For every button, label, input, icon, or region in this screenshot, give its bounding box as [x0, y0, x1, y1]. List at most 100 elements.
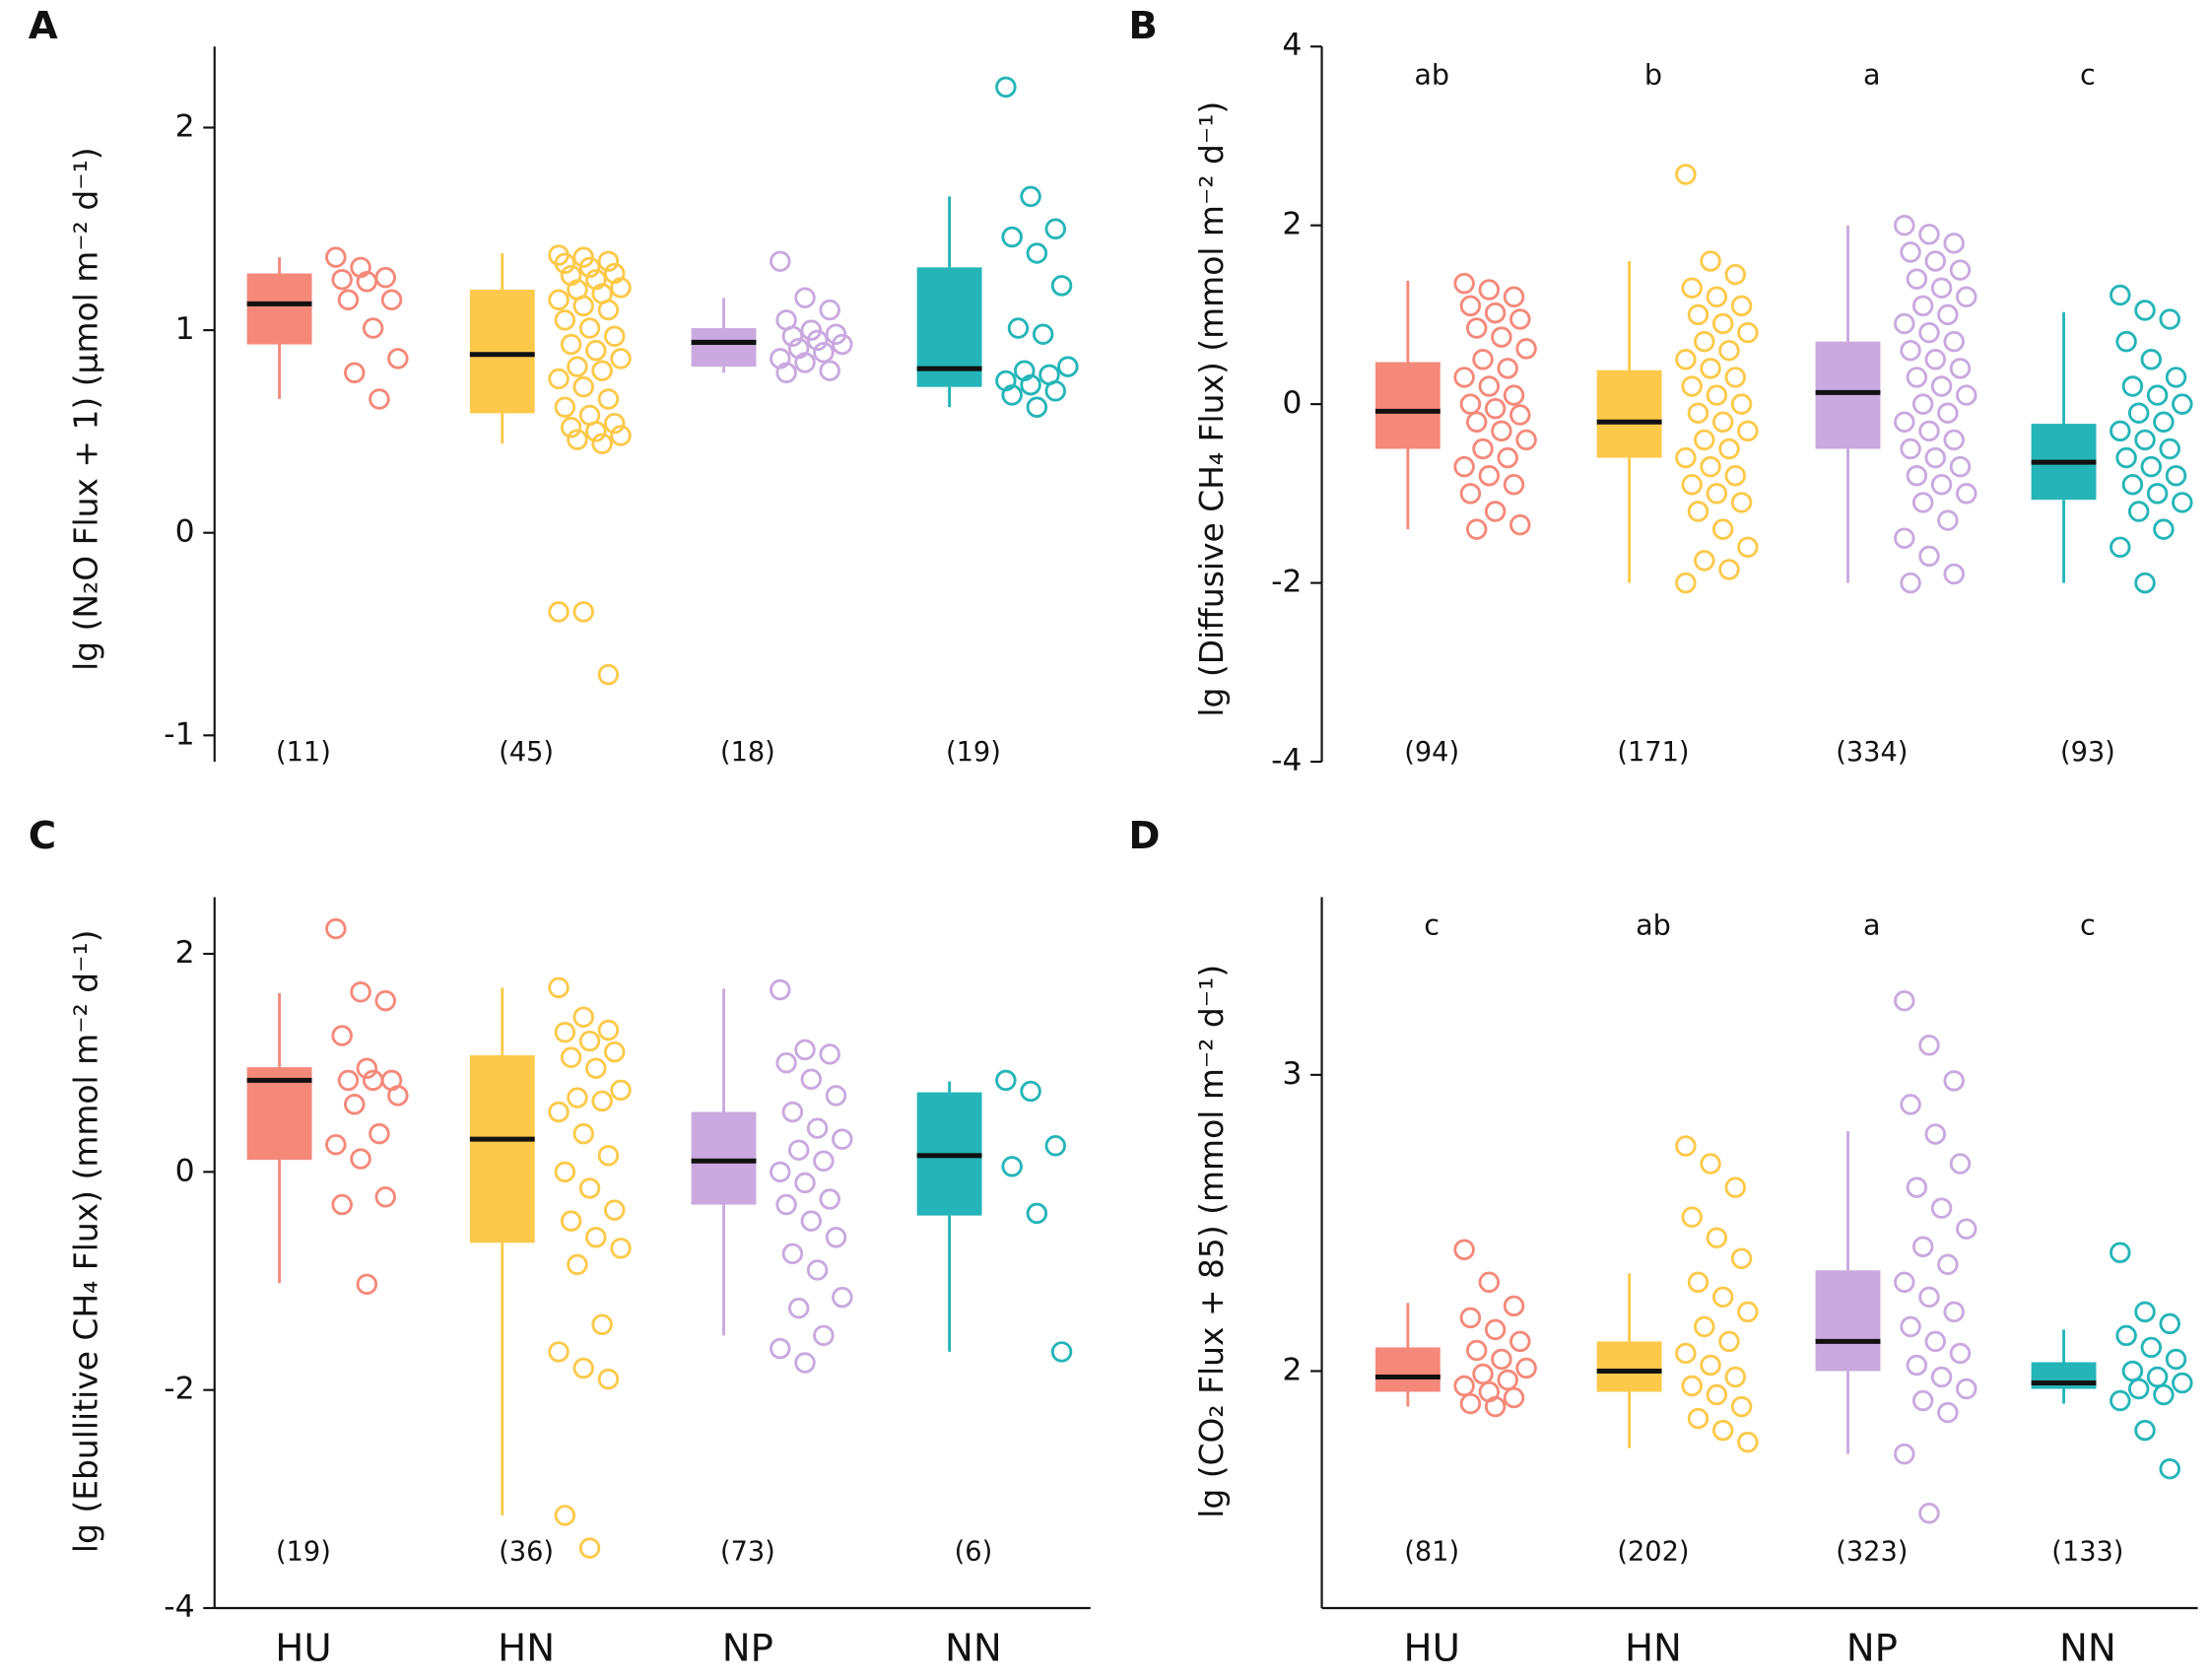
group-letter: b [1644, 57, 1662, 91]
data-point [1737, 1301, 1759, 1323]
data-point [2110, 284, 2131, 306]
data-point [794, 1352, 816, 1374]
data-point [2127, 402, 2150, 424]
data-point [1943, 330, 1965, 353]
data-point [1724, 1176, 1747, 1198]
y-tick-label: 0 [1282, 385, 1302, 421]
data-point [585, 1057, 607, 1079]
data-point [1491, 1348, 1512, 1371]
data-point [1918, 1035, 1940, 1056]
group-letter: a [1863, 57, 1881, 91]
y-tick-label: 2 [1282, 1352, 1302, 1387]
data-point [1484, 1395, 1507, 1418]
data-point [770, 1161, 791, 1183]
x-tick-label: NP [1846, 1626, 1898, 1670]
data-point [1681, 1375, 1703, 1397]
panel-label: D [1128, 814, 1160, 858]
data-point [1937, 303, 1959, 326]
data-point [1026, 396, 1048, 418]
box [1815, 341, 1881, 449]
data-point [794, 287, 816, 308]
n-label: (18) [720, 737, 775, 768]
data-point [1700, 358, 1721, 379]
y-tick-label: 3 [1282, 1056, 1302, 1092]
data-point [1924, 1123, 1946, 1145]
data-point [567, 429, 588, 450]
data-point [1918, 1503, 1940, 1524]
data-point [1937, 509, 1959, 531]
box [1596, 370, 1662, 458]
data-point [1515, 338, 1537, 360]
group-letter: c [1424, 908, 1440, 942]
data-point [832, 333, 853, 356]
data-point [597, 388, 620, 410]
data-point [1694, 330, 1715, 353]
data-point [567, 1253, 588, 1276]
data-point [1900, 339, 1921, 362]
data-point [1711, 1419, 1734, 1442]
data-point [1026, 242, 1048, 264]
data-point [1956, 286, 1977, 308]
data-point [1687, 402, 1709, 424]
data-point [356, 271, 378, 293]
data-point [1057, 356, 1079, 377]
box [1374, 1347, 1441, 1392]
data-point [1911, 1389, 1934, 1412]
data-point [1894, 411, 1915, 434]
data-point [572, 601, 594, 623]
data-point [1465, 1339, 1488, 1362]
x-tick-label: NN [2059, 1626, 2116, 1670]
data-point [1730, 295, 1753, 317]
data-point [794, 352, 816, 373]
data-point [1911, 492, 1934, 513]
data-point [832, 1128, 853, 1150]
data-point [1718, 437, 1740, 460]
data-point [331, 268, 353, 291]
data-point [2134, 1301, 2156, 1323]
data-point [1730, 1395, 1753, 1418]
data-point [578, 1537, 601, 1559]
data-point [1001, 384, 1023, 406]
y-tick-label: 4 [1282, 28, 1302, 63]
data-point [1484, 1318, 1507, 1341]
data-point [825, 1085, 847, 1107]
panel-label: C [29, 814, 56, 858]
data-point [567, 1087, 588, 1109]
data-point [1900, 1315, 1921, 1338]
data-point [1453, 455, 1475, 478]
y-tick-label: -2 [1271, 565, 1302, 600]
data-point [572, 295, 594, 317]
data-point [1675, 571, 1697, 594]
data-point [1497, 358, 1518, 379]
data-point [1694, 429, 1715, 451]
data-point [1001, 226, 1023, 248]
n-label: (81) [1404, 1537, 1459, 1568]
n-label: (19) [276, 1537, 331, 1568]
y-tick-label: -4 [164, 1589, 194, 1625]
data-point [2172, 1372, 2193, 1394]
y-axis-label: lg (Diffusive CH₄ Flux) (mmol m⁻² d⁻¹) [1192, 101, 1231, 717]
data-point [380, 289, 403, 310]
data-point [1706, 483, 1728, 504]
data-point [337, 1069, 360, 1092]
data-point [1918, 224, 1940, 245]
data-point [1509, 404, 1531, 426]
box [1374, 362, 1441, 449]
data-point [2134, 571, 2156, 594]
data-point [1737, 321, 1759, 344]
data-point [1937, 402, 1959, 424]
data-point [610, 1238, 632, 1259]
data-point [591, 360, 613, 381]
data-point [806, 1259, 829, 1281]
data-point [578, 1030, 601, 1052]
data-point [2115, 446, 2137, 469]
data-point [1894, 312, 1915, 335]
data-point [1706, 286, 1728, 308]
data-point [578, 1177, 601, 1199]
data-point [1675, 446, 1697, 469]
n-label: (93) [2060, 737, 2115, 768]
data-point [610, 348, 632, 370]
data-point [1484, 302, 1507, 324]
data-point [548, 289, 570, 310]
n-label: (202) [1617, 1537, 1689, 1568]
